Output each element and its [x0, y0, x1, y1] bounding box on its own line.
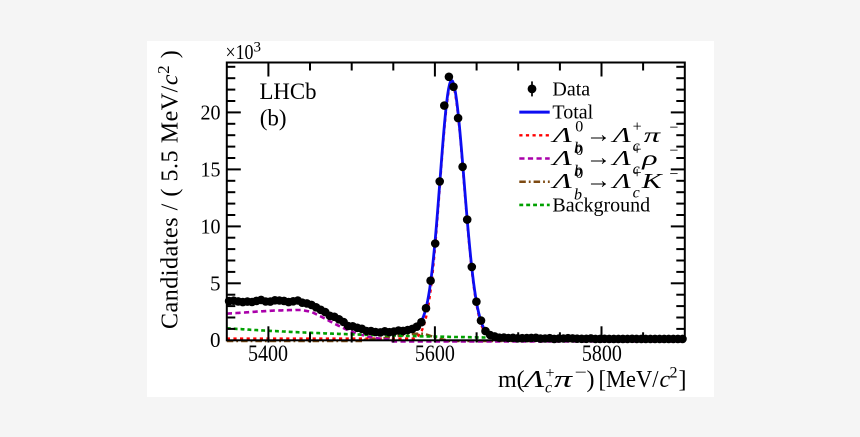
- svg-text:15: 15: [201, 157, 221, 181]
- svg-text:5: 5: [210, 271, 221, 295]
- svg-text:): ): [587, 367, 595, 393]
- svg-text:Total: Total: [552, 102, 593, 124]
- svg-text:c: c: [633, 161, 640, 178]
- svg-text:→: →: [586, 168, 611, 194]
- svg-text:LHCb: LHCb: [260, 79, 317, 104]
- svg-text:c: c: [545, 379, 552, 396]
- svg-text:Λ: Λ: [611, 146, 632, 170]
- svg-text:5800: 5800: [582, 341, 622, 366]
- svg-text:0: 0: [210, 328, 221, 352]
- svg-text:×10: ×10: [226, 40, 254, 64]
- svg-text:ρ: ρ: [641, 146, 658, 169]
- svg-text:Candidates / ( 5.5 MeV/c2 ): Candidates / ( 5.5 MeV/c2 ): [154, 50, 184, 329]
- svg-text:c: c: [660, 367, 671, 393]
- svg-text:+: +: [633, 142, 642, 159]
- svg-text:−: −: [669, 143, 678, 160]
- svg-text:Λ: Λ: [611, 123, 632, 147]
- svg-text:(b): (b): [260, 106, 287, 131]
- svg-text:5400: 5400: [248, 341, 288, 366]
- svg-text:K: K: [641, 169, 664, 193]
- svg-text:π: π: [644, 123, 662, 146]
- svg-text:b: b: [574, 163, 582, 180]
- svg-text:c: c: [633, 138, 640, 155]
- svg-text:Λ: Λ: [549, 123, 572, 147]
- svg-text:2: 2: [670, 365, 678, 382]
- svg-text:5600: 5600: [415, 341, 455, 366]
- svg-text:−: −: [669, 120, 678, 137]
- svg-text:Λ: Λ: [521, 367, 545, 393]
- svg-text:]: ]: [679, 367, 687, 393]
- svg-text:Λ: Λ: [549, 169, 572, 193]
- svg-text:+: +: [633, 165, 642, 182]
- svg-text:Λ: Λ: [549, 146, 572, 170]
- svg-text:10: 10: [201, 214, 221, 238]
- svg-text:b: b: [574, 186, 582, 203]
- svg-text:+: +: [633, 118, 642, 135]
- svg-text:Λ: Λ: [611, 169, 632, 193]
- svg-text:m(: m(: [498, 367, 525, 393]
- svg-text:π: π: [554, 366, 574, 393]
- svg-text:−: −: [669, 166, 678, 183]
- svg-text:Background: Background: [552, 194, 650, 216]
- svg-text:0: 0: [575, 119, 583, 136]
- svg-text:−: −: [575, 364, 587, 382]
- svg-text:b: b: [574, 140, 582, 157]
- svg-text:+: +: [546, 365, 555, 382]
- svg-text:3: 3: [254, 40, 262, 56]
- svg-text:[MeV/: [MeV/: [599, 367, 659, 393]
- svg-text:→: →: [586, 121, 611, 147]
- svg-text:Data: Data: [552, 78, 590, 100]
- svg-text:c: c: [633, 184, 640, 201]
- svg-text:20: 20: [201, 101, 221, 125]
- svg-text:→: →: [586, 145, 611, 171]
- svg-text:0: 0: [575, 142, 583, 159]
- svg-text:0: 0: [575, 165, 583, 182]
